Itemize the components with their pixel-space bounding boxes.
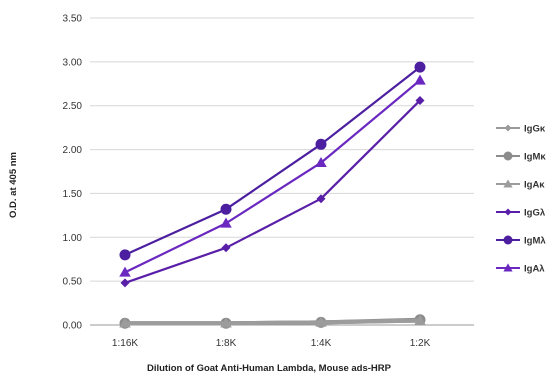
series-line [124, 79, 421, 274]
legend-label: IgAκ [524, 180, 545, 191]
data-point [414, 314, 426, 325]
data-point [414, 74, 426, 85]
y-tick-label: 2.50 [63, 101, 83, 112]
legend-item: IgMλ [496, 235, 546, 247]
legend: IgGκ IgMκ IgAκ IgGλ IgMλ IgAλ [496, 124, 546, 275]
gridlines [90, 17, 474, 326]
data-series [119, 61, 426, 329]
data-point [315, 138, 327, 150]
series [119, 314, 426, 328]
legend-item: IgGκ [496, 124, 546, 135]
series [120, 95, 425, 288]
y-axis-title: O.D. at 405 nm [8, 152, 19, 218]
y-tick-label: 3.50 [63, 14, 83, 25]
legend-label: IgMκ [524, 152, 546, 163]
legend-marker [503, 263, 513, 272]
y-tick-label: 0.00 [63, 321, 83, 332]
data-point [119, 266, 131, 277]
data-point [414, 61, 426, 73]
data-point [315, 316, 327, 327]
series-line [124, 99, 421, 284]
x-axis-title: Dilution of Goat Anti-Human Lambda, Mous… [147, 363, 392, 374]
legend-label: IgAλ [524, 264, 545, 275]
legend-marker [504, 208, 512, 216]
data-point [316, 194, 326, 204]
data-point [221, 243, 231, 253]
y-tick-label: 0.50 [63, 277, 83, 288]
legend-marker [503, 151, 513, 161]
legend-label: IgMλ [524, 236, 546, 247]
legend-item: IgAλ [496, 263, 545, 275]
data-point [120, 278, 130, 288]
data-point [220, 217, 232, 228]
series-line [125, 318, 421, 326]
legend-marker [503, 235, 513, 245]
x-tick-label: 1:2K [410, 338, 431, 349]
legend-marker [504, 124, 512, 132]
series-line [124, 66, 421, 256]
y-tick-label: 3.00 [63, 57, 83, 68]
y-tick-label: 1.00 [63, 233, 83, 244]
data-point [415, 95, 425, 105]
y-tick-label: 2.00 [63, 145, 83, 156]
data-point [119, 249, 131, 261]
data-point [220, 317, 232, 328]
data-point [119, 317, 131, 328]
data-point [220, 203, 232, 215]
legend-item: IgAκ [496, 179, 545, 191]
y-tick-label: 1.50 [63, 189, 83, 200]
legend-item: IgMκ [496, 151, 546, 163]
series [119, 74, 426, 277]
legend-item: IgGλ [496, 208, 546, 219]
axes: 0.00 0.50 1.00 1.50 2.00 2.50 3.00 3.50 1:16K 1:8… [63, 14, 431, 350]
x-tick-label: 1:4K [311, 338, 332, 349]
x-tick-label: 1:16K [112, 338, 138, 349]
data-point [315, 156, 327, 168]
legend-marker [503, 179, 513, 188]
series [119, 61, 426, 261]
legend-label: IgGκ [524, 124, 546, 135]
x-tick-label: 1:8K [216, 338, 237, 349]
legend-label: IgGλ [524, 208, 546, 219]
